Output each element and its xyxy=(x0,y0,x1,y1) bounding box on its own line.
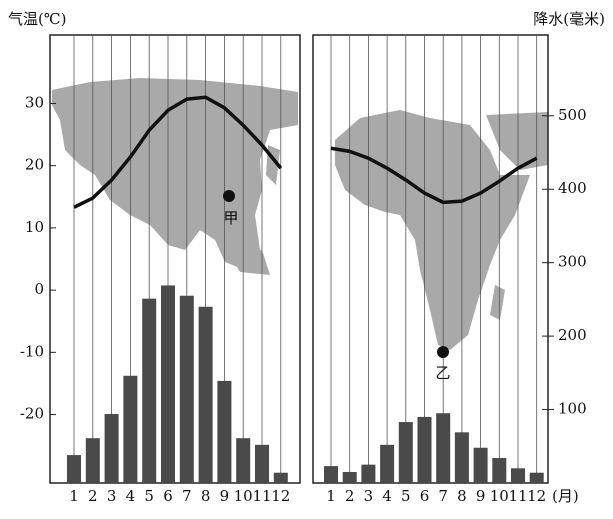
map-africa xyxy=(335,110,548,350)
y-tick-label: 10 xyxy=(25,218,44,236)
x-tick-label: 5 xyxy=(144,487,154,505)
x-tick-label: 12 xyxy=(527,487,546,505)
location-label: 甲 xyxy=(223,209,238,227)
x-tick-label: 8 xyxy=(201,487,211,505)
bar xyxy=(85,438,100,483)
x-tick-label: 5 xyxy=(401,487,411,505)
bar xyxy=(142,298,157,483)
x-tick-label: 9 xyxy=(220,487,230,505)
x-tick-label: 4 xyxy=(382,487,392,505)
bar xyxy=(398,422,413,483)
location-dot xyxy=(437,346,449,358)
y2-tick-label: 400 xyxy=(558,179,587,197)
map-asia xyxy=(52,78,298,275)
bar xyxy=(324,466,338,483)
location-label: 乙 xyxy=(435,364,450,382)
x-tick-label: 2 xyxy=(345,487,355,505)
x-tick-label: 1 xyxy=(326,487,336,505)
x-tick-label: 8 xyxy=(457,487,467,505)
x-tick-label: 2 xyxy=(88,487,98,505)
y2-tick-label: 500 xyxy=(558,106,587,124)
bar xyxy=(380,444,395,483)
x-tick-label: 3 xyxy=(107,487,117,505)
x-tick-label: 4 xyxy=(126,487,136,505)
x-tick-label: 6 xyxy=(420,487,430,505)
x-tick-label: 7 xyxy=(182,487,192,505)
bar xyxy=(198,306,213,483)
bar xyxy=(179,295,194,483)
x-tick-label: 3 xyxy=(364,487,374,505)
bar xyxy=(473,447,488,483)
x-axis-title: (月) xyxy=(552,487,579,505)
bar xyxy=(492,458,507,483)
y2-tick-label: 300 xyxy=(558,253,587,271)
y2-tick-label: 200 xyxy=(558,326,587,344)
y2-tick-label: 100 xyxy=(558,400,587,418)
bar xyxy=(161,285,175,483)
bar xyxy=(342,471,357,483)
bar xyxy=(511,468,525,483)
x-tick-label: 10 xyxy=(234,487,253,505)
bar xyxy=(273,472,288,483)
temperature-line xyxy=(330,146,538,205)
x-tick-label: 10 xyxy=(490,487,509,505)
bar xyxy=(255,444,269,483)
bar xyxy=(236,438,251,483)
y-tick-label: 30 xyxy=(25,93,44,111)
x-tick-label: 11 xyxy=(508,487,527,505)
bar xyxy=(123,375,138,483)
bar xyxy=(104,413,119,483)
bar xyxy=(417,416,432,483)
bar xyxy=(454,432,469,483)
y-tick-label: 0 xyxy=(34,280,44,298)
x-tick-label: 9 xyxy=(476,487,486,505)
location-dot xyxy=(223,190,235,202)
x-tick-label: 11 xyxy=(252,487,271,505)
y-tick-label: -20 xyxy=(20,405,44,423)
x-tick-label: 7 xyxy=(438,487,448,505)
y-axis-title: 气温(℃) xyxy=(8,10,66,28)
bar xyxy=(67,455,81,483)
bar xyxy=(529,472,544,483)
x-tick-label: 6 xyxy=(163,487,173,505)
bar xyxy=(436,413,451,483)
bar xyxy=(217,380,232,483)
x-tick-label: 12 xyxy=(271,487,290,505)
y-tick-label: 20 xyxy=(25,156,44,174)
y-tick-label: -10 xyxy=(20,342,44,360)
x-tick-label: 1 xyxy=(69,487,79,505)
y2-axis-title: 降水(毫米) xyxy=(533,10,605,28)
temperature-line xyxy=(73,95,283,209)
bar xyxy=(361,464,376,483)
